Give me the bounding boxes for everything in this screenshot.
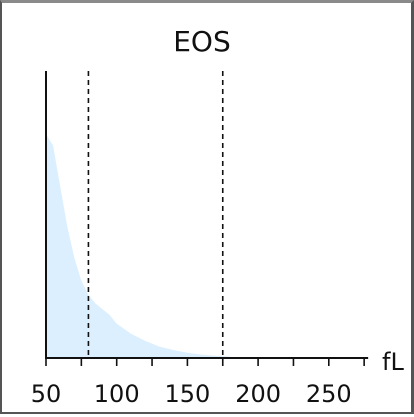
chart-title: EOS xyxy=(173,25,231,58)
distribution-area xyxy=(46,134,230,358)
x-tick-label-50: 50 xyxy=(31,380,62,408)
x-tick-label-250: 250 xyxy=(306,380,352,408)
x-axis-unit-label: fL xyxy=(382,348,404,376)
eos-histogram-chart: EOS 50 100 150 200 250 fL xyxy=(31,25,405,408)
plot-area: 50 100 150 200 250 xyxy=(31,71,369,408)
x-tick-label-150: 150 xyxy=(164,380,210,408)
x-tick-label-100: 100 xyxy=(94,380,140,408)
x-tick-label-200: 200 xyxy=(235,380,281,408)
